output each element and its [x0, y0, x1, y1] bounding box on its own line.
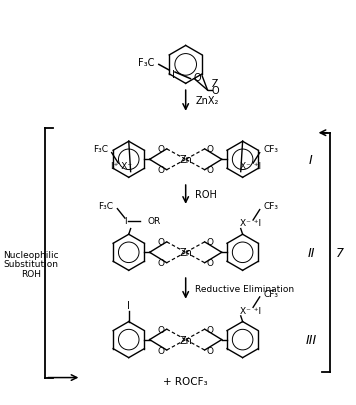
Text: I: I — [124, 217, 126, 226]
Text: + ROCF₃: + ROCF₃ — [163, 376, 208, 386]
Text: Zn: Zn — [179, 248, 192, 258]
Text: OR: OR — [148, 217, 161, 226]
Text: X⁻ ⁺I: X⁻ ⁺I — [240, 306, 261, 315]
Text: I⁺ X⁻: I⁺ X⁻ — [111, 162, 132, 171]
Text: Nucleophilic: Nucleophilic — [3, 250, 59, 259]
Text: O: O — [207, 346, 214, 355]
Text: F₃C: F₃C — [93, 145, 108, 154]
Text: Substitution: Substitution — [4, 260, 58, 269]
Text: CF₃: CF₃ — [263, 145, 278, 154]
Text: O: O — [157, 259, 164, 268]
Text: ROH: ROH — [195, 190, 217, 200]
Text: O: O — [157, 145, 164, 154]
Text: X⁻ ⁺I: X⁻ ⁺I — [240, 162, 261, 171]
Text: O: O — [207, 166, 214, 175]
Text: O: O — [207, 238, 214, 247]
Text: F₃C: F₃C — [138, 58, 154, 68]
Text: I: I — [172, 70, 174, 80]
Text: 7: 7 — [335, 246, 344, 259]
Text: Zn: Zn — [179, 155, 192, 165]
Text: O: O — [211, 86, 219, 96]
Text: F₃C: F₃C — [99, 202, 114, 211]
Text: Reductive Elimination: Reductive Elimination — [195, 284, 294, 293]
Text: O: O — [207, 325, 214, 334]
Text: III: III — [305, 333, 316, 346]
Text: O: O — [193, 72, 201, 83]
Text: O: O — [207, 259, 214, 268]
Text: O: O — [157, 346, 164, 355]
Text: CF₃: CF₃ — [263, 202, 278, 211]
Text: ZnX₂: ZnX₂ — [195, 96, 219, 106]
Text: Zn: Zn — [179, 335, 192, 345]
Text: II: II — [307, 246, 315, 259]
Text: O: O — [157, 166, 164, 175]
Text: O: O — [157, 238, 164, 247]
Text: X⁻ ⁺I: X⁻ ⁺I — [240, 219, 261, 228]
Text: I: I — [309, 153, 313, 166]
Text: ROH: ROH — [21, 269, 41, 278]
Text: CF₃: CF₃ — [263, 289, 278, 298]
Text: O: O — [207, 145, 214, 154]
Text: I: I — [127, 301, 130, 311]
Text: O: O — [157, 325, 164, 334]
Text: 7: 7 — [211, 79, 218, 89]
